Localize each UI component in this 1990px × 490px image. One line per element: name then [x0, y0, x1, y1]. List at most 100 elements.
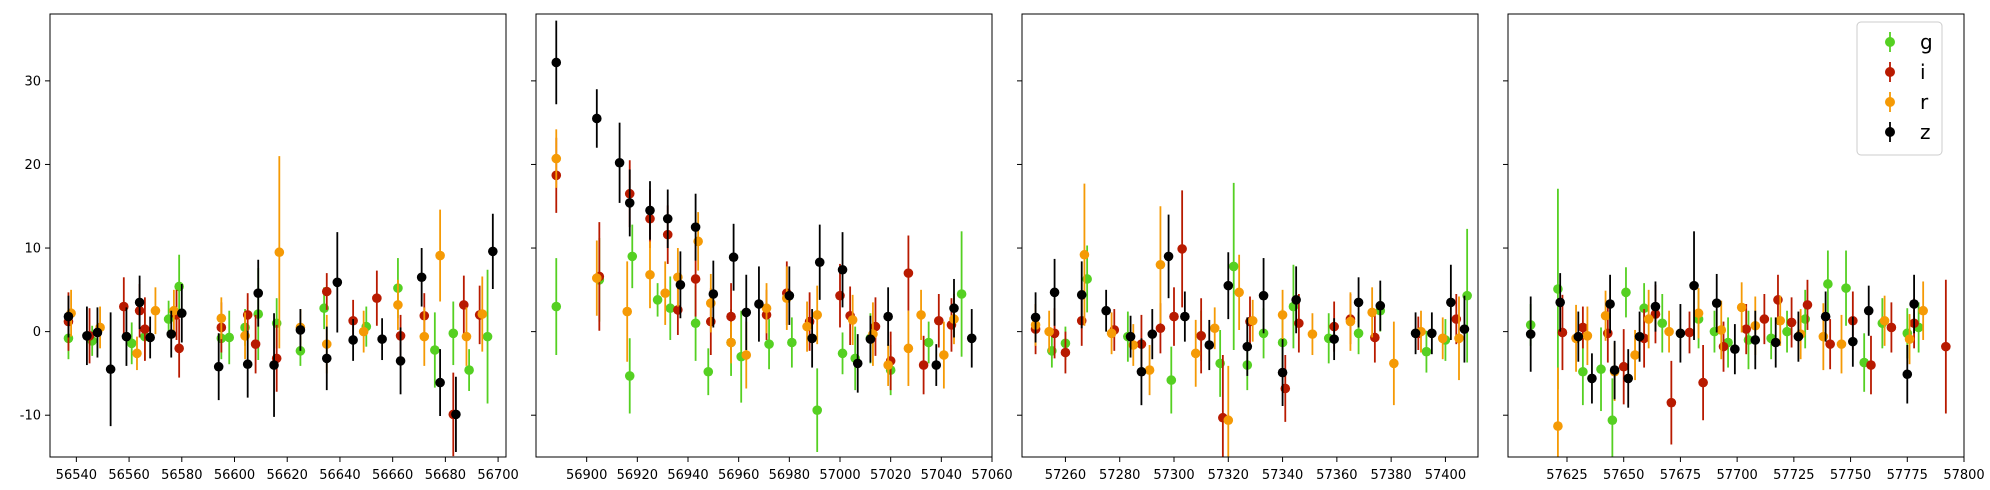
x-tick-label: 57725 [1773, 468, 1814, 483]
data-point [321, 353, 332, 364]
data-point [1030, 312, 1041, 323]
data-point [754, 299, 764, 309]
data-point [1716, 325, 1727, 335]
data-point [690, 222, 701, 232]
data-point [1163, 251, 1174, 262]
data-point [92, 327, 103, 338]
data-point [1759, 314, 1770, 324]
x-tick-label: 57020 [870, 468, 911, 483]
data-point [1863, 305, 1874, 316]
data-point [1410, 328, 1421, 339]
data-point [435, 377, 445, 388]
data-point [416, 272, 427, 283]
data-point [430, 345, 440, 355]
data-point [1353, 328, 1364, 339]
y-tick-label: -10 [20, 409, 41, 424]
data-point [966, 333, 977, 344]
data-point [1630, 350, 1640, 360]
data-point [1291, 295, 1301, 305]
data-point [551, 301, 562, 312]
x-tick-label: 57625 [1546, 468, 1587, 483]
x-tick-label: 56980 [769, 468, 810, 483]
data-point [726, 337, 736, 348]
data-point [250, 339, 261, 349]
y-tick-label: 20 [24, 158, 41, 173]
data-point [488, 246, 498, 257]
x-tick-label: 57775 [1887, 468, 1928, 483]
data-point [1247, 315, 1258, 326]
series-r [1030, 183, 1464, 457]
panel-2: 56900 56920 56940 56960 56980 57000 57020 57040… [531, 13, 1013, 483]
data-point [377, 334, 387, 344]
data-point [614, 157, 625, 168]
data-point [1793, 331, 1804, 342]
data-point [134, 297, 145, 308]
data-point [1582, 331, 1593, 341]
x-tick-label: 57400 [1425, 468, 1466, 483]
axes-frame [1507, 13, 1965, 458]
x-tick-label: 56900 [566, 468, 607, 483]
data-point [1427, 328, 1437, 339]
data-point [812, 405, 822, 415]
data-point [1904, 334, 1915, 344]
data-point [761, 303, 772, 314]
data-point [1454, 333, 1464, 344]
data-point [451, 409, 461, 420]
data-point [253, 288, 264, 298]
data-point [624, 198, 635, 208]
data-point [1578, 322, 1588, 333]
data-point [121, 331, 132, 342]
data-point [1841, 283, 1851, 293]
legend-entry-2: r [1885, 90, 1929, 114]
data-point [728, 252, 739, 263]
data-point [1618, 361, 1629, 372]
data-point [1049, 287, 1060, 298]
data-point [708, 289, 719, 299]
data-point [1711, 298, 1722, 309]
data-point [1204, 340, 1215, 350]
data-point [1775, 315, 1786, 326]
data-point [645, 269, 655, 280]
data-point [132, 348, 142, 359]
axes-frame [535, 13, 993, 458]
legend-marker-1 [1885, 67, 1895, 77]
x-tick-label: 57060 [971, 468, 1012, 483]
data-point [1196, 331, 1206, 341]
data-point [1607, 415, 1618, 426]
x-tick-label: 57340 [1262, 468, 1303, 483]
data-point [1666, 397, 1677, 408]
data-point [939, 350, 949, 360]
x-tick-label: 56960 [718, 468, 759, 483]
data-point [1879, 315, 1890, 326]
axes-frame [49, 13, 507, 458]
data-point [956, 289, 967, 299]
series-r [66, 156, 488, 374]
series-r [1553, 281, 1928, 457]
series-g [63, 254, 493, 404]
data-point [1277, 310, 1288, 320]
panel-3: 57260 57280 57300 57320 57340 57360 57380 57400 [1017, 13, 1479, 483]
data-point [903, 343, 914, 354]
data-point [949, 303, 959, 314]
series-g [1525, 188, 1924, 457]
legend-entry-1: i [1885, 60, 1926, 84]
data-point [348, 335, 358, 345]
x-tick-label: 57260 [1045, 468, 1086, 483]
data-point [1603, 328, 1613, 339]
data-point [787, 337, 797, 348]
data-point [1918, 305, 1928, 316]
x-tick-label: 57650 [1603, 468, 1644, 483]
data-point [1786, 317, 1797, 328]
data-point [1741, 324, 1752, 334]
data-point [1820, 311, 1831, 322]
legend-label-3: z [1920, 120, 1931, 144]
data-point [1553, 421, 1563, 431]
data-area [63, 156, 498, 457]
data-point [1136, 366, 1147, 377]
data-point [807, 333, 817, 344]
axes-frame [1021, 13, 1479, 458]
x-tick-label: 57750 [1830, 468, 1871, 483]
x-tick-label: 57380 [1370, 468, 1411, 483]
data-point [63, 311, 74, 322]
data-point [1848, 336, 1858, 347]
